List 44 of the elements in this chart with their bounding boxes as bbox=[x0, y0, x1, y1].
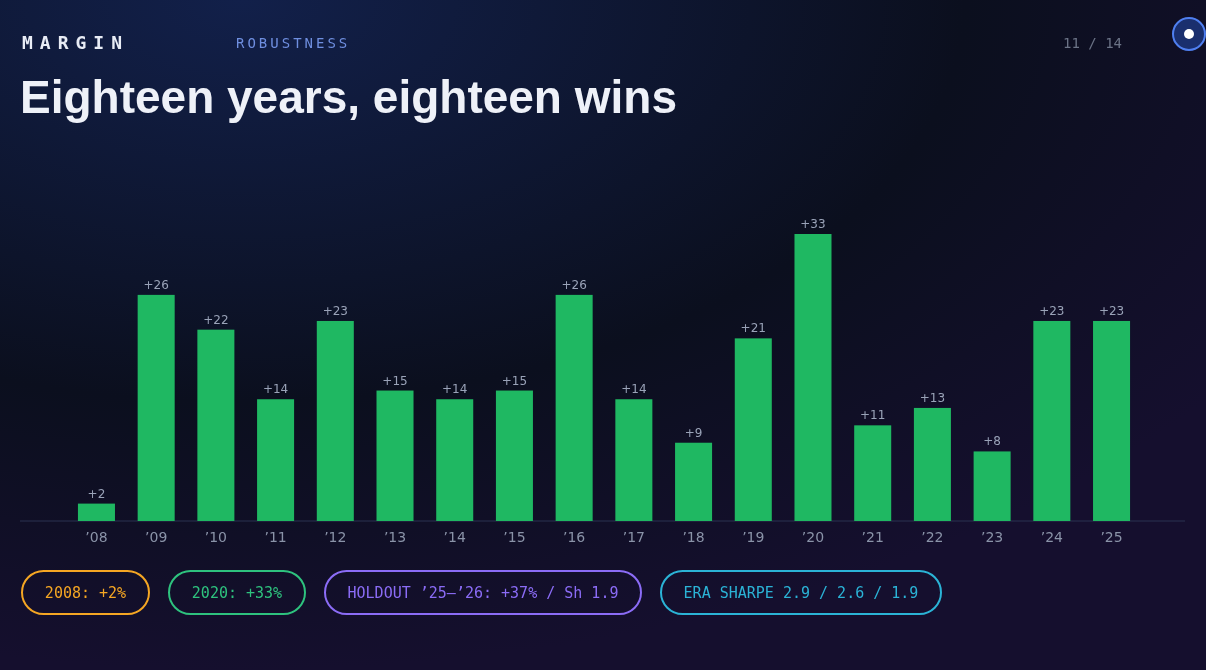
data-label: +15 bbox=[382, 373, 408, 388]
x-tick-label: ’13 bbox=[383, 529, 407, 545]
text: 2008: +2% bbox=[44, 584, 127, 602]
data-label: +11 bbox=[860, 408, 886, 423]
text: 2020: +33% bbox=[191, 584, 283, 602]
x-tick-label: ’23 bbox=[980, 529, 1004, 545]
x-tick-label: ’20 bbox=[801, 529, 825, 545]
x-tick-label: ’11 bbox=[264, 529, 287, 545]
x-tick-label: ’14 bbox=[443, 529, 466, 545]
data-label: +22 bbox=[203, 312, 229, 327]
chart-subtitle: ROBUSTNESS bbox=[236, 35, 351, 51]
x-tick-label: ’19 bbox=[742, 529, 765, 545]
data-label: +23 bbox=[322, 303, 348, 318]
data-label: +23 bbox=[1039, 303, 1065, 318]
data-label: +14 bbox=[621, 382, 647, 397]
data-label: +2 bbox=[87, 486, 106, 501]
text: HOLDOUT ’25–’26: +37% / Sh 1.9 bbox=[347, 584, 619, 602]
data-label: +21 bbox=[740, 321, 766, 336]
data-label: +26 bbox=[143, 277, 169, 292]
text: 11 / 14 bbox=[1062, 35, 1122, 51]
x-tick-label: ’09 bbox=[145, 529, 168, 545]
data-label: +14 bbox=[262, 382, 289, 397]
data-label: +23 bbox=[1098, 303, 1125, 318]
x-tick-label: ’21 bbox=[861, 529, 884, 545]
x-tick-label: ’12 bbox=[324, 529, 347, 545]
text: ERA SHARPE 2.9 / 2.6 / 1.9 bbox=[683, 584, 919, 602]
data-label: +15 bbox=[501, 373, 528, 388]
x-tick-label: ’16 bbox=[563, 529, 586, 545]
data-label: +8 bbox=[983, 434, 1001, 449]
data-label: +14 bbox=[442, 382, 468, 397]
x-tick-label: ’24 bbox=[1040, 529, 1064, 545]
x-tick-label: ’08 bbox=[85, 529, 108, 545]
data-label: +33 bbox=[800, 217, 826, 231]
x-tick-label: ’22 bbox=[921, 529, 944, 545]
x-tick-label: ’25 bbox=[1100, 529, 1123, 545]
x-tick-label: ’17 bbox=[622, 529, 645, 545]
x-tick-label: ’15 bbox=[503, 529, 526, 545]
data-label: +13 bbox=[919, 390, 946, 405]
x-tick-label: ’10 bbox=[204, 529, 228, 545]
chart-title: Eighteen years, eighteen wins bbox=[20, 71, 677, 123]
data-label: +26 bbox=[561, 277, 587, 292]
x-tick-label: ’18 bbox=[682, 529, 705, 545]
data-label: +9 bbox=[684, 425, 703, 440]
text: MARGIN bbox=[22, 32, 130, 53]
